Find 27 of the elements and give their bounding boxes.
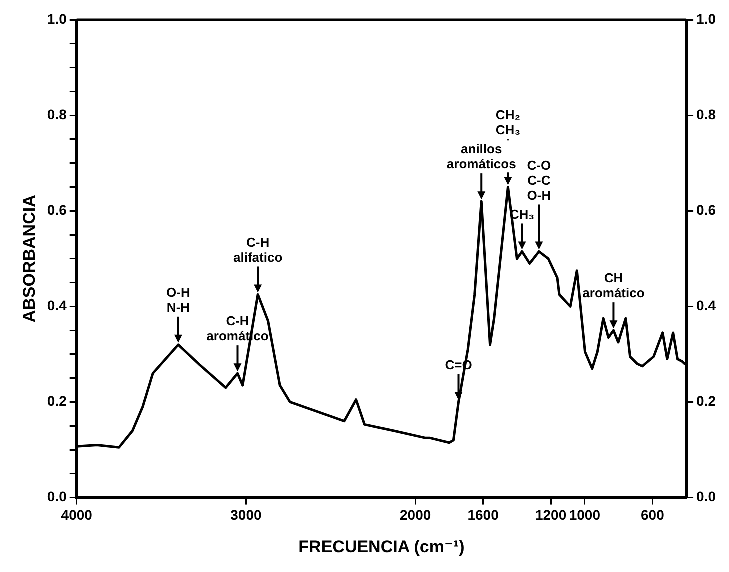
y2-tick-label: 0.0 <box>696 488 716 505</box>
x-tick-label: 2000 <box>400 507 432 524</box>
y2-tick-label: 0.6 <box>696 202 716 218</box>
annotation: CH aromático <box>582 270 645 301</box>
x-tick-label: 3000 <box>230 507 262 524</box>
annotation: O-H N-H <box>166 284 190 315</box>
y-tick-label: 0.2 <box>47 393 68 410</box>
x-tick-label: 4000 <box>61 507 93 524</box>
y-tick-label: 0.8 <box>47 106 68 122</box>
y2-tick-label: 0.4 <box>696 298 716 314</box>
x-tick-label: 1600 <box>468 507 500 524</box>
x-tick-label: 1000 <box>569 507 601 524</box>
y-tick-label: 1.0 <box>47 10 68 27</box>
y-tick-label: 0.4 <box>47 298 68 314</box>
x-axis-title: FRECUENCIA (cm⁻¹) <box>298 537 465 556</box>
y2-tick-label: 1.0 <box>696 10 716 27</box>
annotation: CH₂ CH₃ <box>496 108 521 138</box>
annotation: C-H alifatico <box>234 234 283 265</box>
annotation: anillos aromáticos <box>446 142 516 172</box>
annotation: C-O C-C O-H <box>527 158 552 203</box>
x-tick-label: 600 <box>640 507 665 524</box>
y2-tick-label: 0.2 <box>696 393 716 410</box>
y-tick-label: 0.0 <box>47 488 68 505</box>
y-tick-label: 0.6 <box>47 202 68 218</box>
x-tick-label: 1200 <box>535 507 567 524</box>
y-axis-title: ABSORBANCIA <box>20 195 39 323</box>
y2-tick-label: 0.8 <box>696 106 716 122</box>
